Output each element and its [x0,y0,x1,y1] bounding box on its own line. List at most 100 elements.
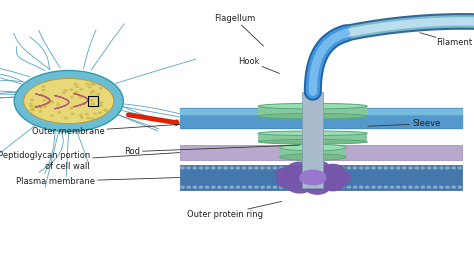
Circle shape [43,99,46,101]
Circle shape [434,167,437,169]
FancyBboxPatch shape [180,145,462,160]
Circle shape [90,92,93,94]
Circle shape [91,103,94,105]
Polygon shape [180,108,462,114]
Circle shape [105,110,108,112]
Circle shape [273,167,277,169]
Circle shape [237,186,240,188]
Text: Hook: Hook [238,57,280,73]
Circle shape [218,186,221,188]
Circle shape [341,186,345,188]
Circle shape [82,103,85,105]
Circle shape [372,167,375,169]
Circle shape [360,167,363,169]
Circle shape [378,167,382,169]
Circle shape [39,107,42,108]
Circle shape [32,109,35,110]
Circle shape [347,167,351,169]
Circle shape [360,186,363,188]
Circle shape [39,111,42,112]
Text: Peptidoglycan portion
of cell wall: Peptidoglycan portion of cell wall [0,151,180,171]
Circle shape [37,105,40,107]
Circle shape [428,167,431,169]
Circle shape [440,186,443,188]
Circle shape [300,170,326,185]
Circle shape [200,186,203,188]
FancyBboxPatch shape [302,92,323,188]
Circle shape [46,97,49,99]
Circle shape [255,167,258,169]
Circle shape [249,186,252,188]
Circle shape [50,101,53,103]
Circle shape [94,113,97,115]
Circle shape [87,117,90,119]
Circle shape [42,89,45,91]
Circle shape [306,161,329,174]
Circle shape [64,90,67,91]
Circle shape [397,186,400,188]
Circle shape [280,186,283,188]
FancyBboxPatch shape [258,133,367,142]
Circle shape [321,164,345,178]
Circle shape [354,186,357,188]
Circle shape [421,167,425,169]
Circle shape [230,167,234,169]
Circle shape [446,186,449,188]
Circle shape [44,106,46,107]
Circle shape [193,167,196,169]
Circle shape [206,186,209,188]
Circle shape [212,167,215,169]
Circle shape [397,167,400,169]
Circle shape [347,186,351,188]
Circle shape [261,167,264,169]
Circle shape [31,99,34,101]
Circle shape [354,167,357,169]
Text: Filament: Filament [420,33,472,47]
Ellipse shape [258,131,367,136]
Circle shape [306,181,329,194]
Text: Plasma membrane: Plasma membrane [16,177,180,186]
Circle shape [276,174,300,188]
Circle shape [288,162,312,176]
Circle shape [288,180,312,193]
Circle shape [452,167,456,169]
Circle shape [100,105,102,106]
Circle shape [280,167,283,169]
Circle shape [90,99,93,101]
Circle shape [30,106,33,107]
Circle shape [31,109,34,111]
Circle shape [85,113,88,115]
Circle shape [64,117,67,119]
Circle shape [249,167,252,169]
Circle shape [366,167,369,169]
Circle shape [321,177,345,191]
Circle shape [71,96,73,98]
Circle shape [384,167,388,169]
Circle shape [415,186,419,188]
Circle shape [70,89,73,90]
Circle shape [104,109,107,111]
Circle shape [391,186,394,188]
Circle shape [341,167,345,169]
Circle shape [237,167,240,169]
Circle shape [187,186,190,188]
Circle shape [273,186,277,188]
Circle shape [47,102,50,104]
Circle shape [458,186,462,188]
FancyBboxPatch shape [280,147,346,157]
Circle shape [63,92,66,93]
Text: Flagellum: Flagellum [214,14,264,46]
Ellipse shape [14,70,123,132]
Ellipse shape [258,114,367,119]
Circle shape [74,83,77,85]
Circle shape [91,84,93,85]
Ellipse shape [258,103,367,109]
Circle shape [81,117,83,118]
Text: Rod: Rod [124,145,300,156]
Circle shape [181,186,184,188]
Circle shape [224,167,228,169]
Circle shape [212,186,215,188]
Circle shape [80,89,83,90]
Circle shape [71,113,74,115]
Circle shape [42,86,45,88]
